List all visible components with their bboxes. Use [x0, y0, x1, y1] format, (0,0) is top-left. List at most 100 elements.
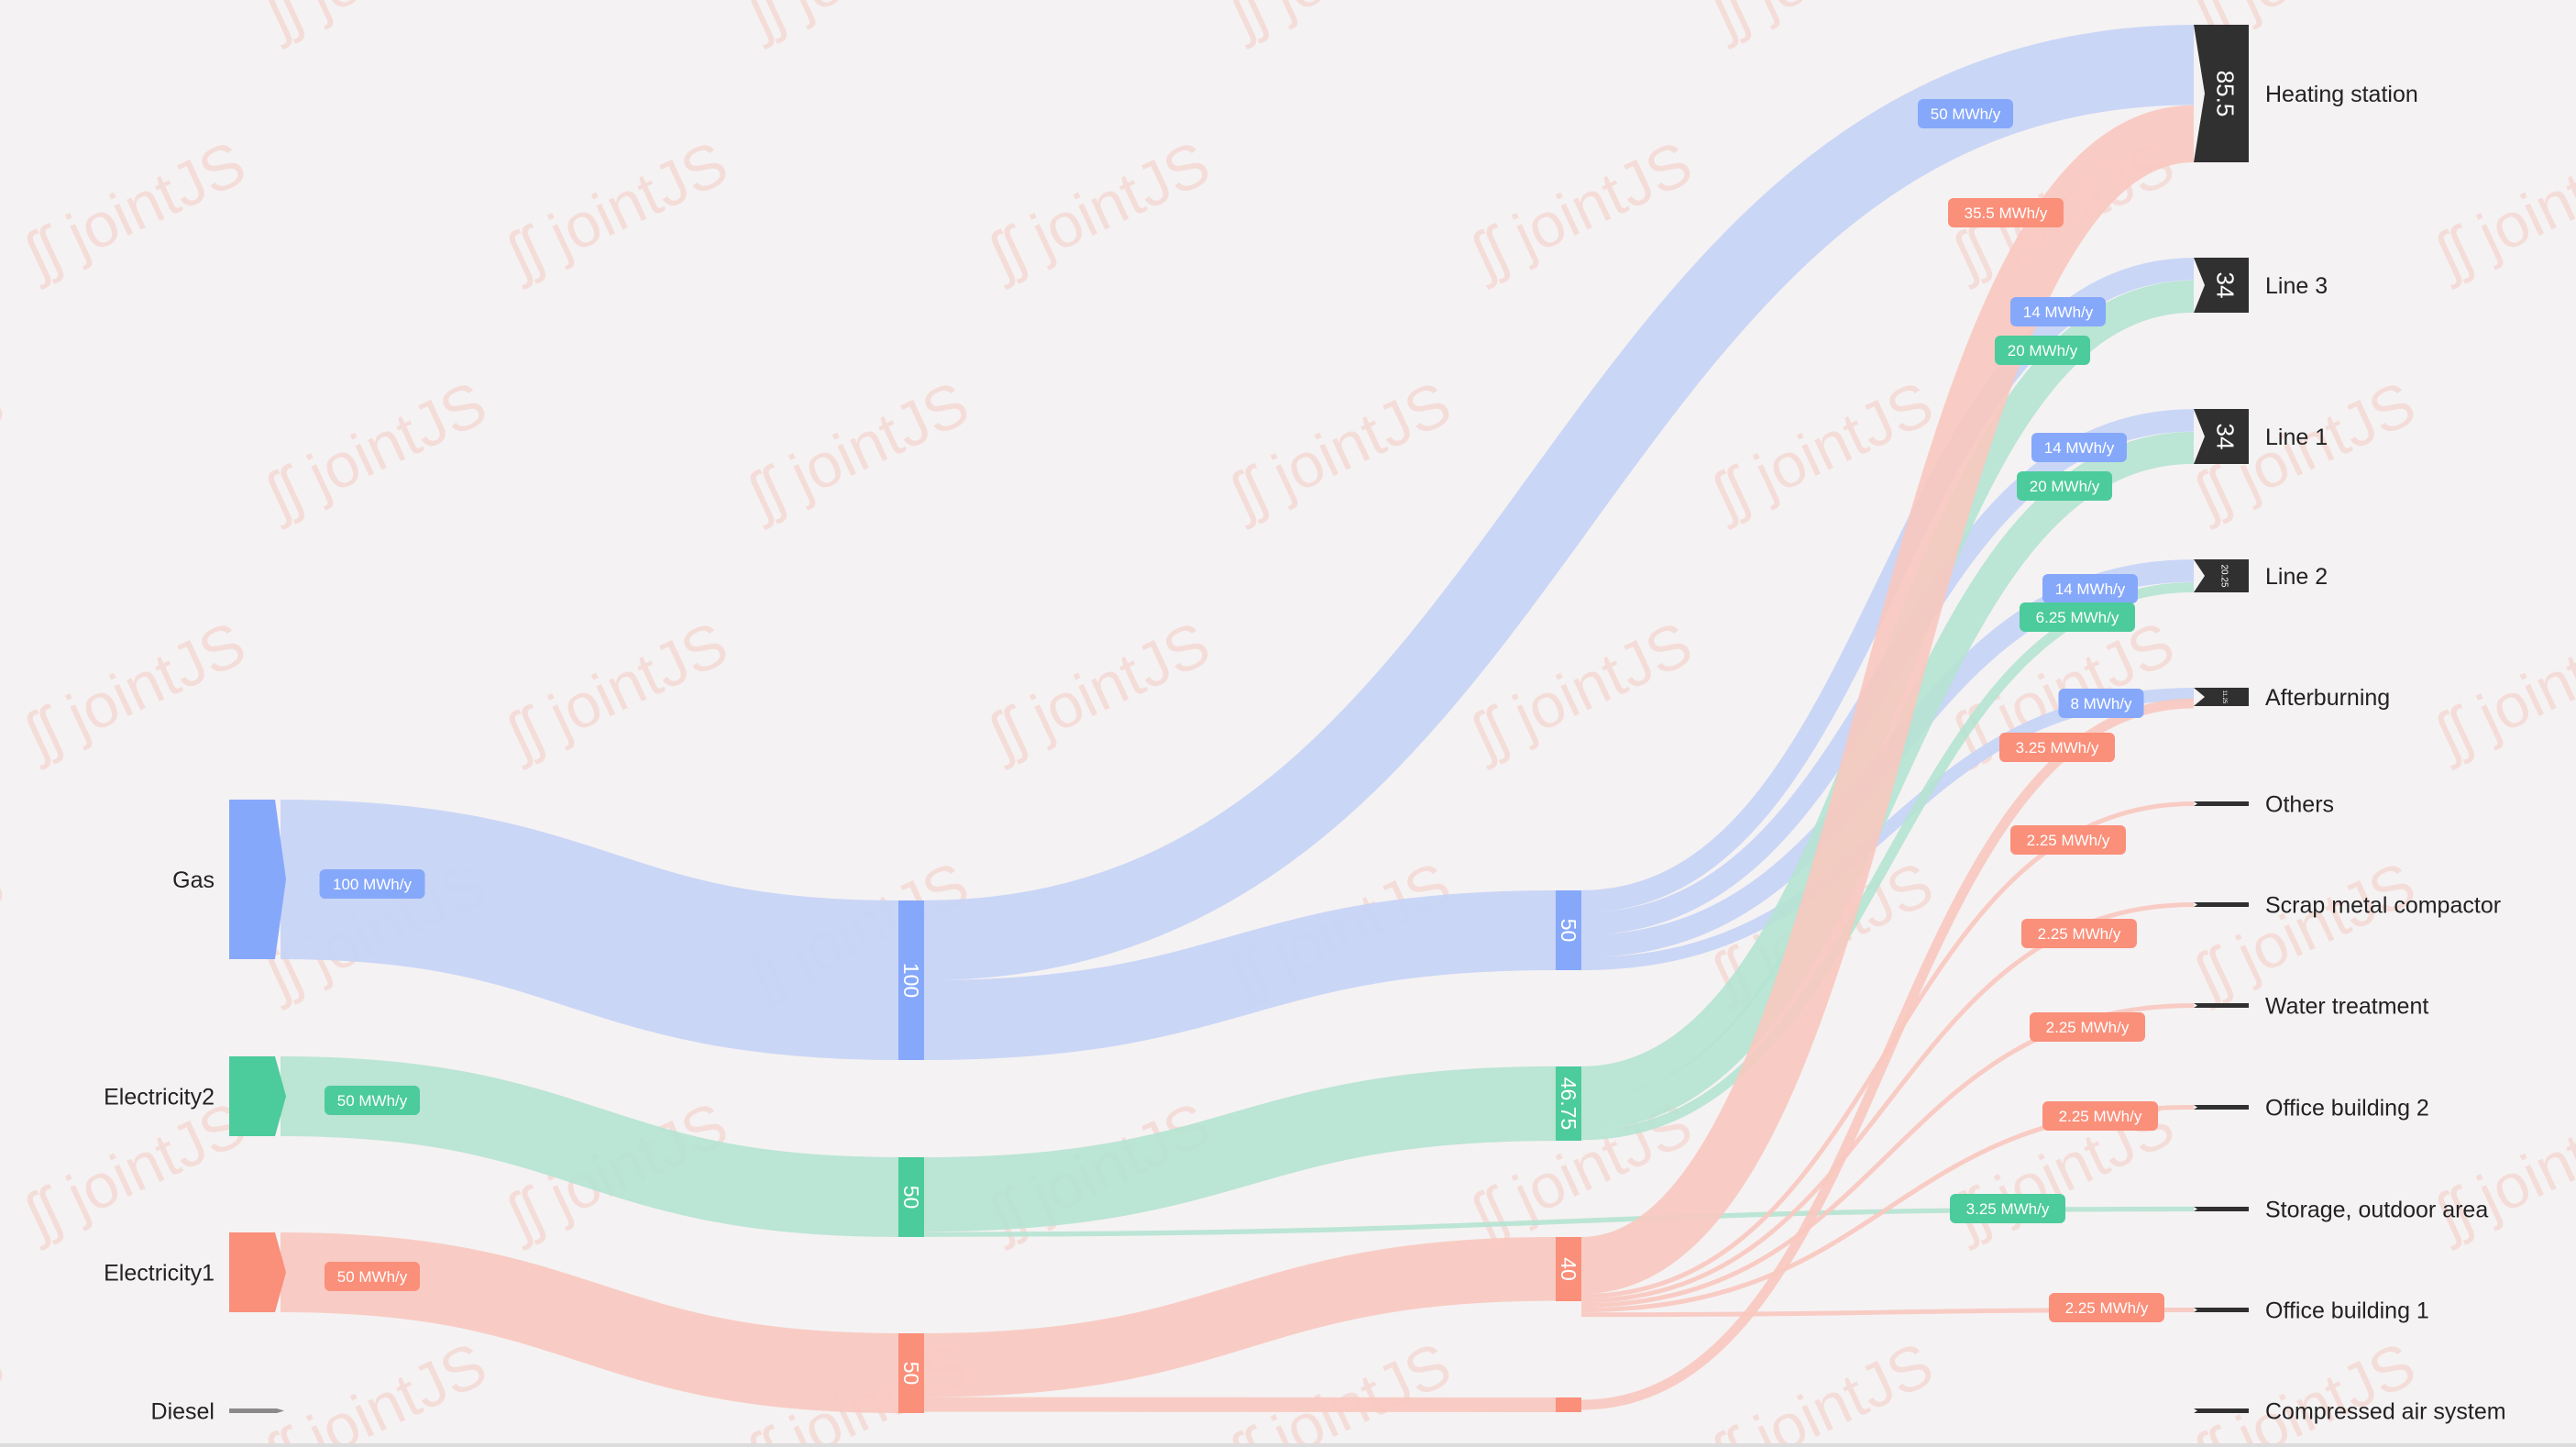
flow-label-text: 2.25 MWh/y: [2059, 1108, 2142, 1125]
watermark-text: ʃʃ jointJS: [736, 0, 979, 50]
link-m-gas-to-d-gas[interactable]: [923, 890, 1557, 1060]
nodes-layer: Gas Electricity2 Electricity1 Diesel 100 50 50…: [104, 25, 2506, 1425]
flow-label-text: 8 MWh/y: [2070, 695, 2132, 712]
watermark-text: ʃʃ jointJS: [13, 128, 256, 292]
sink-label-scrap: Scrap metal compactor: [2265, 893, 2501, 919]
sink-node-others[interactable]: [2194, 801, 2249, 806]
sink-node-office2[interactable]: [2194, 1105, 2249, 1110]
flow-label-text: 14 MWh/y: [2044, 439, 2115, 457]
watermark-text: ʃʃ jointJS: [2183, 1330, 2426, 1447]
flow-value-label: 3.25 MWh/y: [1999, 733, 2115, 762]
flow-value-label: 3.25 MWh/y: [1950, 1194, 2065, 1223]
middle-node-d-small[interactable]: [1556, 1397, 1581, 1412]
watermark-text: ʃʃ jointJS: [1701, 369, 1943, 532]
link-m-el2-to-storage[interactable]: [923, 1206, 2195, 1237]
sink-label-office2: Office building 2: [2265, 1096, 2429, 1121]
link-m-el1-to-d-el1[interactable]: [923, 1237, 1557, 1397]
sink-label-line2: Line 2: [2265, 564, 2328, 590]
flow-label-text: 100 MWh/y: [333, 876, 412, 893]
flow-value-label: 35.5 MWh/y: [1948, 198, 2064, 227]
sink-label-line3: Line 3: [2265, 273, 2328, 299]
flow-value-label: 14 MWh/y: [2031, 433, 2127, 462]
middle-node-d-el1[interactable]: [1556, 1237, 1581, 1301]
link-m-el2-to-d-el2[interactable]: [923, 1066, 1557, 1232]
flow-label-text: 2.25 MWh/y: [2065, 1299, 2149, 1317]
watermark-text: ʃʃ jointJS: [1459, 128, 1702, 292]
watermark-text: ʃʃ jointJS: [495, 609, 738, 772]
sink-node-water[interactable]: [2194, 1003, 2249, 1008]
flow-label-text: 6.25 MWh/y: [2036, 609, 2119, 626]
source-node-diesel[interactable]: [229, 1408, 284, 1413]
source-label-diesel: Diesel: [151, 1399, 215, 1425]
sink-node-scrap[interactable]: [2194, 902, 2249, 907]
node-value-label: 50: [1557, 919, 1580, 943]
sink-label-others: Others: [2265, 792, 2334, 818]
flow-value-label: 6.25 MWh/y: [2020, 602, 2135, 632]
sink-label-line1: Line 1: [2265, 425, 2328, 450]
flow-label-pill: [1950, 1194, 2065, 1223]
sink-node-heating[interactable]: [2194, 25, 2249, 162]
flow-value-label: 2.25 MWh/y: [2030, 1012, 2145, 1042]
flow-label-text: 50 MWh/y: [337, 1092, 408, 1110]
watermark-text: ʃʃ jointJS: [1701, 0, 1943, 50]
watermark-text: ʃʃ jointJS: [2424, 609, 2576, 772]
watermark-text: ʃʃ jointJS: [1218, 369, 1461, 532]
watermark-text: ʃʃ jointJS: [2183, 849, 2426, 1012]
flow-label-text: 35.5 MWh/y: [1965, 204, 2048, 222]
sink-node-compressed[interactable]: [2194, 1408, 2249, 1413]
watermark-text: ʃʃ jointJS: [977, 128, 1220, 292]
middle-node-m-el2[interactable]: [898, 1157, 924, 1237]
watermark-text: ʃʃ jointJS: [1701, 1330, 1943, 1447]
flow-value-label: 14 MWh/y: [2010, 297, 2106, 326]
sink-node-afterburning[interactable]: [2194, 688, 2249, 706]
watermark-text: ʃʃ jointJS: [2424, 128, 2576, 292]
middle-node-m-el1[interactable]: [898, 1333, 924, 1413]
flow-label-pill: [2020, 602, 2135, 632]
flow-label-text: 20 MWh/y: [2030, 478, 2100, 495]
flow-value-label: 2.25 MWh/y: [2021, 919, 2137, 948]
flow-value-label: 100 MWh/y: [319, 869, 425, 899]
middle-node-m-gas[interactable]: [898, 900, 924, 1060]
sink-node-line3[interactable]: [2194, 258, 2249, 313]
flow-label-text: 2.25 MWh/y: [2027, 832, 2110, 849]
flow-label-pill: [1948, 198, 2064, 227]
flow-value-label: 2.25 MWh/y: [2042, 1101, 2158, 1131]
sink-node-line1[interactable]: [2194, 409, 2249, 464]
sink-node-storage[interactable]: [2194, 1207, 2249, 1211]
source-label-gas: Gas: [172, 867, 215, 893]
source-label-electricity1: Electricity1: [104, 1261, 215, 1287]
node-value-label: 100: [899, 963, 923, 998]
flow-label-pill: [325, 1086, 420, 1115]
flow-value-label: 2.25 MWh/y: [2049, 1293, 2164, 1322]
sink-label-afterburning: Afterburning: [2265, 685, 2390, 711]
flow-value-label: 50 MWh/y: [325, 1262, 420, 1291]
sink-node-line2[interactable]: [2194, 559, 2249, 592]
middle-node-d-el2[interactable]: [1556, 1066, 1581, 1141]
link-d-el1-to-heating[interactable]: [1580, 105, 2196, 1295]
flow-label-pill: [2049, 1293, 2164, 1322]
bottom-border: [0, 1443, 2576, 1447]
middle-node-d-gas[interactable]: [1556, 890, 1581, 970]
watermark-text: ʃʃ jointJS: [1218, 1330, 1461, 1447]
source-node-electricity2[interactable]: [229, 1056, 286, 1136]
flow-label-text: 50 MWh/y: [1931, 105, 2001, 123]
sink-label-office1: Office building 1: [2265, 1298, 2429, 1324]
node-value-label: 34: [2211, 424, 2239, 450]
flow-label-pill: [2058, 689, 2144, 718]
node-value-label: 40: [1557, 1257, 1580, 1281]
node-value-label: 85.5: [2211, 71, 2239, 117]
watermark-text: ʃʃ jointJS: [13, 1089, 256, 1253]
sink-node-office1[interactable]: [2194, 1308, 2249, 1312]
source-node-electricity1[interactable]: [229, 1232, 286, 1312]
flow-label-pill: [2010, 825, 2126, 855]
flow-label-pill: [2042, 1101, 2158, 1131]
flow-label-text: 14 MWh/y: [2055, 580, 2126, 598]
flow-value-label: 8 MWh/y: [2058, 689, 2144, 718]
flow-value-label: 50 MWh/y: [1918, 99, 2013, 128]
source-label-electricity2: Electricity2: [104, 1085, 215, 1110]
flow-label-pill: [2021, 919, 2137, 948]
watermark-text: ʃʃ jointJS: [254, 1330, 497, 1447]
source-node-gas[interactable]: [229, 800, 286, 959]
flow-label-text: 50 MWh/y: [337, 1268, 408, 1286]
